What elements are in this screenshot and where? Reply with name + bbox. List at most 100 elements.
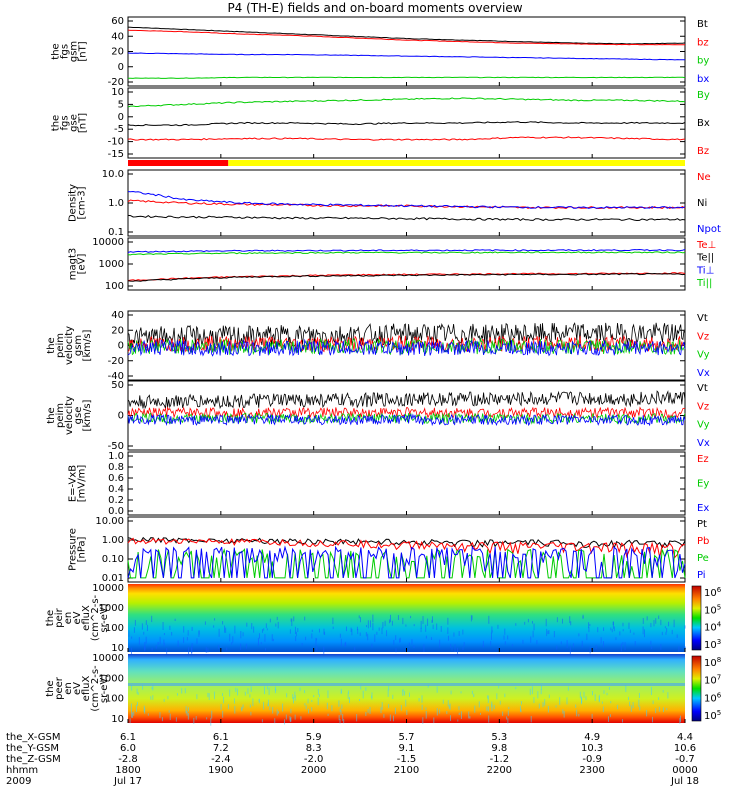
legend-entry: bz — [697, 37, 709, 48]
spectrogram-streak — [395, 635, 397, 641]
spectrogram-streak — [460, 691, 462, 694]
spectrogram-streak — [147, 713, 149, 716]
spectrogram-streak — [341, 704, 343, 710]
legend-entry: Vx — [697, 368, 710, 379]
spectrogram-streak — [250, 711, 252, 716]
spectrogram-streak — [560, 641, 562, 645]
spectrogram-image — [128, 584, 685, 652]
footer-value: 6.1 — [212, 732, 229, 743]
spectrogram-streak — [167, 695, 169, 700]
spectrogram-streak — [533, 697, 535, 704]
y-axis-label: gsm — [69, 41, 80, 62]
spectrogram-streak — [538, 703, 540, 709]
spectrogram-streak — [581, 640, 583, 648]
spectrogram-streak — [450, 690, 452, 695]
spectrogram-streak — [367, 620, 369, 629]
spectrogram-streak — [662, 707, 664, 713]
spectrogram-streak — [300, 716, 302, 720]
ytick-label: 0 — [118, 112, 124, 123]
spectrogram-streak — [486, 706, 488, 711]
spectrogram-streak — [317, 689, 319, 695]
plot-title: P4 (TH-E) fields and on-board moments ov… — [227, 1, 523, 15]
footer-value: -2.8 — [118, 754, 138, 765]
spectrogram-streak — [311, 629, 313, 632]
spectrogram-streak — [507, 710, 509, 716]
spectrogram-streak — [458, 712, 460, 716]
spectrogram-streak — [422, 616, 424, 624]
footer-value: -2.0 — [303, 754, 324, 765]
spectrogram-streak — [566, 697, 568, 705]
spectrogram-streak — [297, 628, 299, 632]
footer-value: 7.2 — [212, 743, 229, 754]
spectrogram-streak — [567, 686, 569, 691]
spectrogram-streak — [131, 636, 133, 639]
legend-entry: Ne — [697, 172, 711, 183]
spectrogram-streak — [327, 690, 329, 699]
footer-label-x-gsm: the_X-GSM — [6, 732, 61, 743]
spectrogram-streak — [245, 643, 247, 649]
spectrogram-streak — [277, 711, 279, 714]
spectrogram-streak — [263, 686, 265, 695]
ytick-label: 0.01 — [102, 573, 124, 584]
spectrogram-streak — [240, 631, 242, 639]
ytick-label: -20 — [108, 77, 124, 88]
spectrogram-streak — [556, 645, 558, 650]
legend-entry: Ey — [697, 479, 709, 490]
spectrogram-streak — [365, 632, 367, 637]
spectrogram-streak — [301, 643, 303, 646]
spectrogram-streak — [566, 640, 568, 649]
spectrogram-streak — [339, 718, 341, 724]
mode-bar-segment — [128, 160, 229, 166]
ytick-label: -10 — [108, 137, 124, 148]
spectrogram-streak — [181, 688, 183, 694]
spectrogram-streak — [222, 693, 224, 697]
spectrogram-streak — [660, 644, 662, 650]
spectrogram-streak — [439, 709, 441, 714]
spectrogram-streak — [664, 626, 666, 629]
spectrogram-streak — [229, 689, 231, 697]
legend-entry: bx — [697, 74, 709, 85]
y-axis-label: E=-VxB — [68, 465, 79, 502]
spectrogram-streak — [145, 636, 147, 644]
ytick-label: 1.0 — [108, 198, 124, 209]
spectrogram-streak — [591, 691, 593, 696]
spectrogram-streak — [520, 708, 522, 713]
spectrogram-streak — [497, 624, 499, 629]
legend-entry: Te|| — [696, 253, 714, 264]
legend-entry: Ti⊥ — [696, 265, 714, 276]
series-line-pb — [127, 537, 686, 559]
spectrogram-streak — [673, 619, 675, 628]
spectrogram-streak — [684, 646, 686, 649]
spectrogram-streak — [369, 620, 371, 628]
spectrogram-streak — [536, 640, 538, 645]
y-axis-label: Density — [68, 184, 79, 222]
spectrogram-streak — [163, 639, 165, 644]
spectrogram-streak — [612, 621, 614, 629]
spectrogram-streak — [269, 618, 271, 623]
footer-value: 2000 — [300, 765, 327, 776]
spectrogram-streak — [603, 627, 605, 631]
spectrogram-streak — [458, 706, 460, 710]
spectrogram-streak — [223, 696, 225, 704]
spectrogram-streak — [207, 648, 209, 653]
spectrogram-streak — [244, 691, 246, 696]
spectrogram-streak — [143, 705, 145, 712]
footer-value: 1800 — [115, 765, 141, 776]
spectrogram-streak — [588, 622, 590, 629]
legend-entry: Ez — [697, 454, 709, 465]
footer-value: -0.7 — [675, 754, 695, 765]
ytick-label: 10 — [111, 643, 124, 654]
panel-frame — [127, 451, 686, 516]
spectrogram-streak — [187, 630, 189, 636]
footer-value: 10.3 — [581, 743, 604, 754]
spectrogram-streak — [502, 711, 504, 716]
y-axis-label: peim — [55, 403, 66, 428]
spectrogram-streak — [344, 642, 346, 647]
spectrogram-streak — [311, 699, 313, 703]
spectrogram-streak — [622, 622, 624, 627]
spectrogram-streak — [399, 638, 401, 643]
footer-value: Jul 17 — [114, 776, 142, 787]
spectrogram-streak — [378, 627, 380, 631]
spectrogram-streak — [447, 635, 449, 641]
spectrogram-streak — [229, 633, 231, 642]
